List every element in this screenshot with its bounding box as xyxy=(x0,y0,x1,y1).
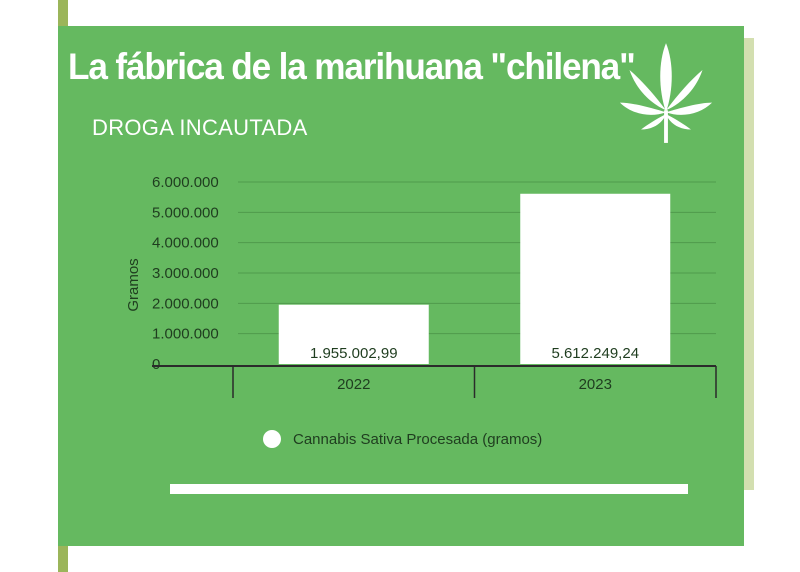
bar-chart: 0 1.000.000 2.000.000 3.000.000 4.000.000 5.0… xyxy=(125,174,717,398)
bars: 1.955.002,99 5.612.249,24 xyxy=(278,193,671,364)
panel-shadow xyxy=(744,38,754,490)
accent-bar-bottom xyxy=(58,546,68,572)
legend-label: Cannabis Sativa Procesada (gramos) xyxy=(293,430,543,448)
y-axis-ticks: 0 1.000.000 2.000.000 3.000.000 4.000.000 5.0… xyxy=(152,174,219,373)
page-title: La fábrica de la marihuana "chilena" xyxy=(68,46,636,87)
data-label: 5.612.249,24 xyxy=(551,345,639,362)
y-tick-label: 3.000.000 xyxy=(152,265,219,282)
bar-2023 xyxy=(520,193,671,364)
x-tick-label: 2022 xyxy=(337,376,370,393)
y-tick-label: 5.000.000 xyxy=(152,204,219,221)
y-axis-label: Gramos xyxy=(125,258,142,311)
chart-legend: Cannabis Sativa Procesada (gramos) xyxy=(263,428,542,450)
legend-marker xyxy=(263,430,281,448)
bar-2022 xyxy=(278,304,429,364)
x-tick-label: 2023 xyxy=(579,376,612,393)
x-axis-ticks: 2022 2023 xyxy=(337,376,612,393)
cannabis-leaf-icon xyxy=(619,43,713,143)
decorative-bottom-bar xyxy=(170,484,688,494)
x-axis xyxy=(152,365,717,398)
data-label: 1.955.002,99 xyxy=(310,345,398,362)
infographic-panel: La fábrica de la marihuana "chilena" DRO… xyxy=(58,26,744,546)
accent-bar-top xyxy=(58,0,68,26)
y-tick-label: 6.000.000 xyxy=(152,174,219,191)
y-tick-label: 1.000.000 xyxy=(152,326,219,343)
y-tick-label: 2.000.000 xyxy=(152,295,219,312)
y-tick-label: 0 xyxy=(152,356,160,373)
chart-subtitle: DROGA INCAUTADA xyxy=(92,115,308,140)
y-tick-label: 4.000.000 xyxy=(152,235,219,252)
